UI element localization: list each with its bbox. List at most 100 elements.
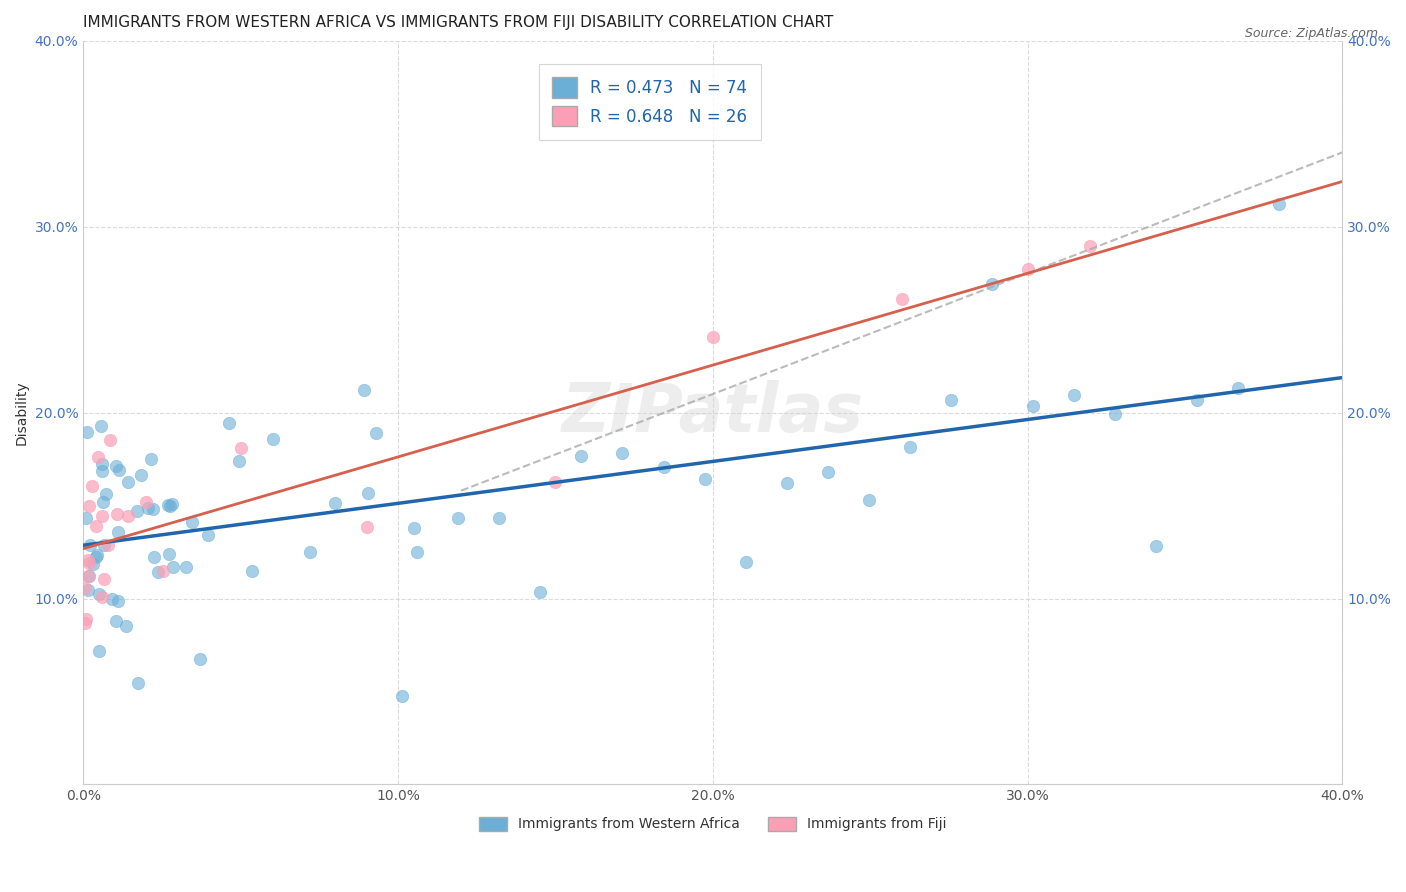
- Point: [159, 547, 181, 561]
- Point: [353, 383, 375, 397]
- Point: [142, 502, 165, 516]
- Point: [77, 569, 100, 583]
- Point: [135, 495, 157, 509]
- Point: [89, 587, 111, 601]
- Point: [93, 538, 115, 552]
- Point: [77, 499, 100, 513]
- Point: [240, 564, 263, 578]
- Point: [98, 433, 121, 447]
- Point: [84, 519, 107, 533]
- Point: [181, 515, 204, 529]
- Point: [1022, 400, 1045, 414]
- Point: [141, 452, 163, 467]
- Point: [104, 458, 127, 473]
- Point: [702, 330, 724, 344]
- Point: [80, 479, 103, 493]
- Point: [100, 592, 122, 607]
- Point: [79, 538, 101, 552]
- Point: [91, 464, 114, 478]
- Text: IMMIGRANTS FROM WESTERN AFRICA VS IMMIGRANTS FROM FIJI DISABILITY CORRELATION CH: IMMIGRANTS FROM WESTERN AFRICA VS IMMIGR…: [83, 15, 834, 30]
- Point: [323, 496, 346, 510]
- Point: [107, 463, 129, 477]
- Point: [447, 511, 470, 525]
- Point: [89, 643, 111, 657]
- Point: [157, 498, 180, 512]
- Point: [1080, 239, 1102, 253]
- Point: [693, 473, 716, 487]
- Point: [136, 500, 159, 515]
- Point: [129, 467, 152, 482]
- Point: [79, 557, 101, 571]
- Point: [90, 419, 112, 434]
- Point: [612, 446, 634, 460]
- Point: [262, 433, 284, 447]
- Point: [86, 548, 108, 562]
- Point: [73, 582, 96, 596]
- Point: [159, 499, 181, 513]
- Point: [115, 619, 138, 633]
- Point: [890, 293, 912, 307]
- Point: [76, 425, 98, 440]
- Point: [127, 676, 149, 690]
- Point: [174, 559, 197, 574]
- Point: [117, 475, 139, 489]
- Point: [571, 449, 593, 463]
- Point: [898, 441, 921, 455]
- Point: [152, 565, 174, 579]
- Point: [188, 651, 211, 665]
- Point: [82, 557, 104, 571]
- Point: [858, 493, 880, 508]
- Point: [97, 538, 120, 552]
- Point: [84, 550, 107, 565]
- Point: [75, 612, 97, 626]
- Point: [162, 559, 184, 574]
- Point: [91, 495, 114, 509]
- Point: [404, 521, 426, 535]
- Point: [298, 545, 321, 559]
- Point: [776, 475, 799, 490]
- Text: ZIPatlas: ZIPatlas: [562, 380, 863, 446]
- Point: [1063, 388, 1085, 402]
- Point: [981, 277, 1004, 292]
- Point: [117, 508, 139, 523]
- Point: [391, 689, 413, 703]
- Point: [939, 392, 962, 407]
- Point: [1104, 407, 1126, 421]
- Legend: Immigrants from Western Africa, Immigrants from Fiji: Immigrants from Western Africa, Immigran…: [474, 811, 952, 837]
- Point: [107, 524, 129, 539]
- Point: [356, 520, 378, 534]
- Point: [77, 553, 100, 567]
- Point: [91, 457, 114, 471]
- Point: [366, 425, 388, 440]
- Point: [1017, 261, 1039, 276]
- Point: [529, 585, 551, 599]
- Point: [228, 454, 250, 468]
- Point: [104, 614, 127, 628]
- Point: [125, 504, 148, 518]
- Point: [197, 528, 219, 542]
- Point: [1268, 197, 1291, 211]
- Point: [77, 568, 100, 582]
- Point: [91, 590, 114, 604]
- Point: [488, 511, 510, 525]
- Point: [218, 416, 240, 430]
- Point: [817, 465, 839, 479]
- Point: [94, 487, 117, 501]
- Point: [652, 460, 675, 475]
- Point: [734, 555, 756, 569]
- Point: [356, 486, 378, 500]
- Y-axis label: Disability: Disability: [15, 380, 30, 445]
- Text: Source: ZipAtlas.com: Source: ZipAtlas.com: [1244, 27, 1378, 40]
- Point: [91, 508, 114, 523]
- Point: [406, 544, 429, 558]
- Point: [87, 450, 110, 464]
- Point: [146, 566, 169, 580]
- Point: [160, 497, 183, 511]
- Point: [75, 615, 97, 630]
- Point: [544, 475, 567, 489]
- Point: [107, 593, 129, 607]
- Point: [93, 572, 115, 586]
- Point: [1185, 392, 1208, 407]
- Point: [229, 441, 252, 455]
- Point: [105, 507, 128, 521]
